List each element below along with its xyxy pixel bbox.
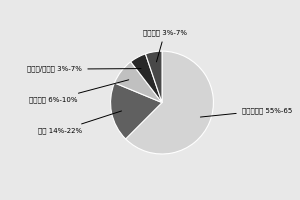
- Wedge shape: [111, 83, 162, 139]
- Text: 大骨胶/驴皮胶 3%-7%: 大骨胶/驴皮胶 3%-7%: [27, 66, 141, 72]
- Wedge shape: [126, 51, 213, 154]
- Wedge shape: [131, 54, 162, 103]
- Wedge shape: [146, 51, 162, 103]
- Text: 高标号水泥 55%-65: 高标号水泥 55%-65: [200, 107, 292, 117]
- Wedge shape: [115, 62, 162, 103]
- Text: 明砂 14%-22%: 明砂 14%-22%: [38, 111, 122, 134]
- Text: 强力石膏 6%-10%: 强力石膏 6%-10%: [28, 80, 129, 103]
- Text: 聚乙保醇 3%-7%: 聚乙保醇 3%-7%: [142, 30, 187, 62]
